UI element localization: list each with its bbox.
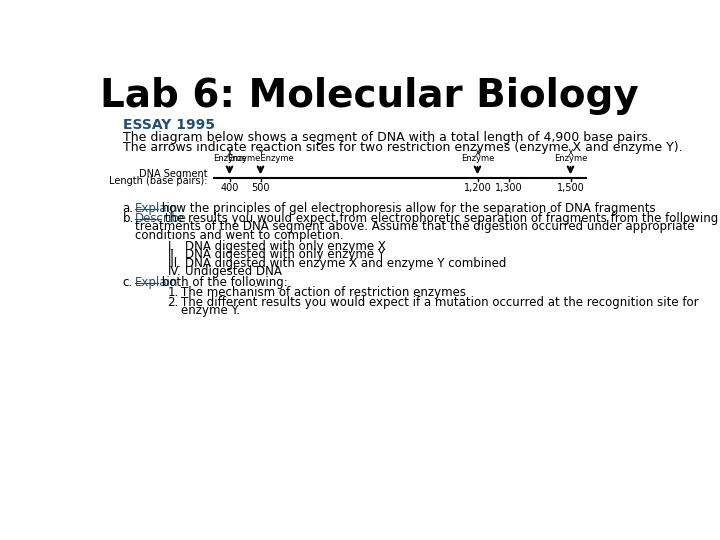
Text: how the principles of gel electrophoresis allow for the separation of DNA fragme: how the principles of gel electrophoresi… — [158, 202, 656, 215]
Text: 400: 400 — [220, 183, 239, 193]
Text: 1,500: 1,500 — [557, 183, 585, 193]
Text: DNA Segment: DNA Segment — [139, 169, 208, 179]
Text: DNA digested with enzyme X and enzyme Y combined: DNA digested with enzyme X and enzyme Y … — [184, 256, 506, 269]
Text: conditions and went to completion.: conditions and went to completion. — [135, 229, 343, 242]
Text: Explain: Explain — [135, 202, 179, 215]
Text: Enzyme: Enzyme — [554, 154, 588, 164]
Text: the results you would expect from electrophoretic separation of fragments from t: the results you would expect from electr… — [161, 212, 719, 225]
Text: IV.: IV. — [168, 265, 181, 278]
Text: treatments of the DNA segment above. Assume that the digestion occurred under ap: treatments of the DNA segment above. Ass… — [135, 220, 695, 233]
Text: Describe: Describe — [135, 212, 187, 225]
Text: DNA digested with only enzyme X: DNA digested with only enzyme X — [184, 240, 385, 253]
Text: 1,300: 1,300 — [495, 183, 522, 193]
Text: 2.: 2. — [168, 296, 179, 309]
Text: Lab 6: Molecular Biology: Lab 6: Molecular Biology — [99, 77, 639, 114]
Text: EnzymeEnzyme: EnzymeEnzyme — [227, 154, 294, 164]
Text: III.: III. — [168, 256, 181, 269]
Text: X: X — [567, 149, 573, 158]
Text: a.: a. — [122, 202, 133, 215]
Text: 500: 500 — [251, 183, 270, 193]
Text: I.: I. — [168, 240, 175, 253]
Text: Length (base pairs):: Length (base pairs): — [109, 176, 208, 186]
Text: II.: II. — [168, 248, 178, 261]
Text: The arrows indicate reaction sites for two restriction enzymes (enzyme X and enz: The arrows indicate reaction sites for t… — [122, 141, 682, 154]
Text: Undigested DNA: Undigested DNA — [184, 265, 282, 278]
Text: The mechanism of action of restriction enzymes: The mechanism of action of restriction e… — [181, 286, 467, 299]
Text: Y: Y — [258, 149, 263, 158]
Text: Enzyme: Enzyme — [461, 154, 494, 164]
Text: 1.: 1. — [168, 286, 179, 299]
Text: The diagram below shows a segment of DNA with a total length of 4,900 base pairs: The diagram below shows a segment of DNA… — [122, 131, 652, 144]
Text: X: X — [474, 149, 480, 158]
Text: 1,200: 1,200 — [464, 183, 491, 193]
Text: X: X — [227, 149, 233, 158]
Text: Explain: Explain — [135, 276, 179, 289]
Text: The different results you would expect if a mutation occurred at the recognition: The different results you would expect i… — [181, 296, 699, 309]
Text: c.: c. — [122, 276, 132, 289]
Text: DNA digested with only enzyme Y: DNA digested with only enzyme Y — [184, 248, 384, 261]
Text: enzyme Y.: enzyme Y. — [181, 304, 240, 318]
Text: ESSAY 1995: ESSAY 1995 — [122, 118, 215, 132]
Text: b.: b. — [122, 212, 134, 225]
Text: Enzyme: Enzyme — [213, 154, 246, 164]
Text: both of the following:: both of the following: — [158, 276, 288, 289]
